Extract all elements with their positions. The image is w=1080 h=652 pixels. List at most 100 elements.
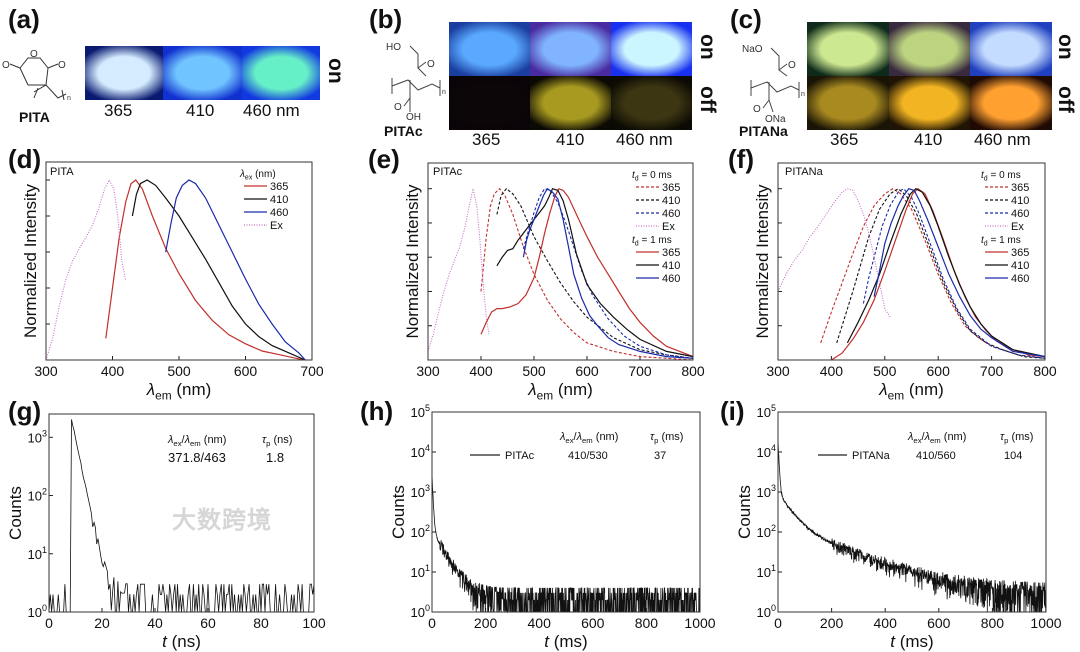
subscript: em	[888, 388, 905, 402]
panel-label-d: (d)	[8, 144, 42, 174]
y-tick-label: 101	[411, 563, 430, 580]
decay-trace-PITAc	[431, 474, 701, 614]
legend-entry: 410	[1011, 195, 1029, 207]
subscript: d	[984, 176, 988, 183]
label-text: (ns)	[270, 434, 292, 446]
y-tick-label: 102	[411, 523, 430, 540]
annotation-tau-header: τp (ns)	[262, 434, 292, 448]
annotation-header: λex/λem (nm)	[167, 434, 226, 448]
label-text: /	[574, 431, 578, 443]
legend-entry: 460	[662, 273, 680, 285]
y-tick-label: 103	[28, 428, 47, 445]
symbol: λ	[184, 434, 190, 446]
label-text: (ns)	[167, 632, 201, 651]
panel-label-c: (c)	[730, 4, 762, 34]
symbol: t	[632, 235, 636, 246]
label-text: (nm)	[941, 431, 967, 443]
photo-strip-pitac-on	[449, 22, 692, 76]
annotation-header: λex/λem (nm)	[559, 431, 618, 445]
panel-label-f: (f)	[728, 144, 754, 174]
wavelength-label: 365	[472, 130, 501, 149]
x-tick-label: 600	[575, 363, 599, 379]
symbol: λ	[146, 380, 155, 399]
subscript: ex	[565, 436, 573, 445]
annotation-wavelengths: 410/560	[916, 450, 956, 462]
x-tick-label: 300	[416, 363, 440, 379]
subscript: ex	[245, 175, 253, 182]
base: 10	[757, 565, 771, 580]
atom-nao: NaO	[742, 44, 763, 55]
x-axis-label: t (ms)	[544, 632, 587, 651]
wavelength-label: 460 nm	[616, 130, 673, 149]
y-axis-label: Normalized Intensity	[403, 184, 422, 339]
base: 10	[757, 405, 771, 420]
subscript: em	[190, 439, 201, 448]
subscript: p	[654, 436, 658, 445]
x-tick-label: 600	[927, 615, 951, 631]
legend-entry: 365	[270, 181, 288, 193]
panel-label-h: (h)	[360, 396, 394, 426]
exponent: 3	[425, 483, 430, 493]
symbol: λ	[878, 380, 887, 399]
series-line	[777, 188, 891, 318]
plot-frame	[777, 411, 1047, 613]
plot-frame	[48, 413, 315, 613]
repeat-n: n	[67, 95, 71, 100]
label-text: /	[182, 434, 186, 446]
sample-photo-on	[611, 22, 692, 76]
atom-o: O	[753, 104, 761, 115]
legend-entry: 410	[270, 194, 288, 206]
exponent: 0	[771, 603, 776, 613]
x-tick-label: 700	[300, 363, 324, 379]
legend-title: td = 1 ms	[981, 235, 1021, 248]
symbol: t	[981, 235, 985, 246]
series-line	[836, 188, 1046, 359]
x-tick-label: 700	[980, 363, 1004, 379]
sample-photo-off	[888, 76, 971, 130]
wavelength-label: 410	[914, 130, 943, 149]
y-tick-label: 103	[411, 483, 430, 500]
legend-entry: 460	[1011, 208, 1029, 220]
polymer-name-pitana: PITANa	[739, 123, 788, 139]
plot-frame	[427, 162, 694, 361]
repeat-n: n	[801, 91, 805, 98]
label-text: (nm)	[593, 431, 619, 443]
label-text: (ms)	[658, 431, 683, 443]
symbol: t	[890, 632, 896, 651]
annotation-wavelengths: 371.8/463	[168, 450, 226, 465]
photo-strip-pitac-off	[449, 76, 692, 130]
x-tick-label: 800	[1033, 363, 1057, 379]
label-text: (nm)	[904, 380, 944, 399]
x-tick-label: 300	[34, 363, 58, 379]
x-axis-label: λem (nm)	[146, 380, 212, 402]
series-line	[522, 188, 694, 359]
legend-title: λex (nm)	[239, 169, 276, 182]
legend-entry: 460	[270, 207, 288, 219]
wavelength-label: 365	[830, 130, 859, 149]
annotation-tau-header: τp (ms)	[650, 431, 683, 445]
symbol: λ	[924, 431, 930, 443]
sample-photo-off	[449, 76, 530, 130]
atom-o: O	[427, 59, 435, 70]
panel-label-i: (i)	[720, 396, 745, 426]
series-line	[480, 187, 694, 358]
base: 10	[411, 405, 425, 420]
wavelength-label: 365	[104, 101, 133, 120]
sample-photo-off	[611, 76, 692, 130]
sample-photo-on	[449, 22, 530, 76]
symbol: t	[981, 170, 985, 181]
plot-frame	[431, 411, 701, 613]
sample-photo-on	[970, 22, 1052, 76]
label-text: /	[922, 431, 926, 443]
series-line	[131, 179, 306, 361]
legend-entry: 365	[662, 247, 680, 259]
legend-entry: PITAc	[505, 450, 535, 462]
legend-entry: Ex	[270, 220, 283, 232]
series-line	[427, 188, 490, 352]
sample-photo-on	[85, 46, 164, 100]
